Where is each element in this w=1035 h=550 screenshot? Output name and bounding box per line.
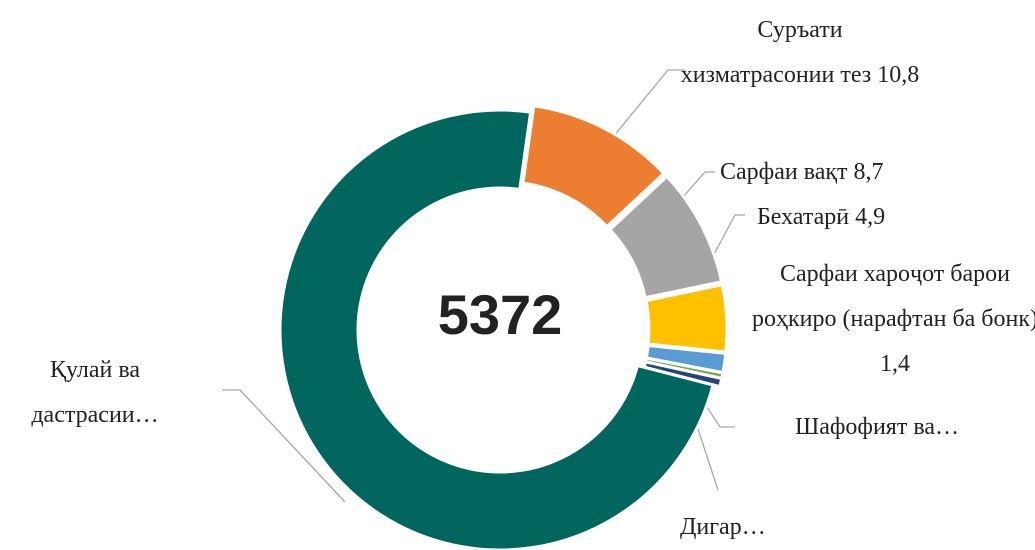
- category-label: Сарфаи вақт: [720, 159, 848, 185]
- category-label: Суръати хизматрасонии тез: [680, 17, 872, 88]
- value-label: 4,9: [855, 204, 886, 230]
- value-label: 8,7: [853, 159, 884, 185]
- slice-label: Шафофият ва…: [795, 405, 1025, 450]
- category-label: Шафофият ва…: [795, 414, 960, 440]
- slice-label: Бехатарӣ 4,9: [757, 195, 1007, 240]
- slice-label: Сарфаи вақт 8,7: [720, 150, 1020, 195]
- donut-slice: [521, 104, 666, 229]
- slice-label: Қулай ва дастрасии…: [5, 348, 185, 438]
- slice-label: Сарфаи хароҷот барои роҳкиро (нарафтан б…: [750, 252, 1035, 387]
- slice-label: Дигар…: [680, 505, 830, 550]
- category-label: Қулай ва дастрасии…: [31, 357, 159, 428]
- slice-label: Суръати хизматрасонии тез 10,8: [680, 8, 920, 98]
- donut-slice: [607, 174, 724, 300]
- value-label: 10,8: [877, 62, 920, 88]
- category-label: Сарфаи хароҷот барои роҳкиро (нарафтан б…: [751, 261, 1035, 332]
- category-label: Дигар…: [680, 514, 766, 540]
- category-label: Бехатарӣ: [757, 204, 850, 230]
- leader-line: [222, 389, 346, 503]
- donut-slice: [278, 108, 715, 550]
- center-label: 5372: [437, 283, 563, 346]
- value-label: 1,4: [880, 351, 910, 377]
